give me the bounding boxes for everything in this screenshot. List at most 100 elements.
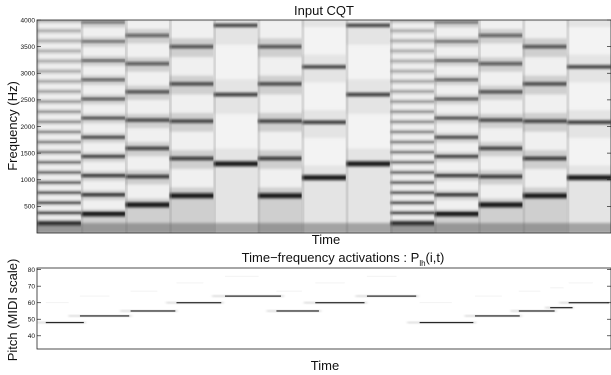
cqt-harmonic-gap bbox=[37, 215, 82, 221]
cqt-onset bbox=[522, 20, 525, 233]
cqt-harmonic-gap bbox=[257, 20, 302, 39]
cqt-onset bbox=[213, 20, 216, 233]
cqt-harmonic-band bbox=[37, 190, 82, 195]
cqt-harmonics bbox=[169, 20, 214, 199]
cqt-harmonic-gap bbox=[213, 44, 258, 80]
cqt-harmonic-gap bbox=[434, 123, 479, 133]
activation-note-core bbox=[419, 321, 474, 324]
cqt-harmonic-band bbox=[522, 193, 567, 199]
cqt-note-10 bbox=[434, 20, 480, 233]
cqt-harmonic-band bbox=[479, 6, 523, 9]
cqt-harmonics bbox=[257, 20, 302, 199]
cqt-harmonic-gap bbox=[37, 114, 82, 120]
cqt-harmonic-band bbox=[257, 45, 302, 49]
activations-y-tick-label: 50 bbox=[28, 317, 36, 324]
cqt-harmonic-band bbox=[478, 146, 523, 150]
cqt-harmonic-band bbox=[434, 97, 479, 101]
cqt-harmonic-gap bbox=[81, 123, 126, 133]
activations-y-tick-label: 70 bbox=[28, 283, 36, 290]
cqt-spectrogram bbox=[37, 2, 611, 233]
cqt-harmonic-band bbox=[169, 193, 214, 199]
cqt-harmonic-band bbox=[390, 170, 435, 174]
activation-note-ghost bbox=[224, 275, 259, 277]
activation-note-core bbox=[79, 315, 130, 317]
cqt-onset bbox=[390, 20, 393, 233]
cqt-harmonic-gap bbox=[522, 20, 567, 39]
cqt-harmonics bbox=[566, 26, 611, 181]
activation-note-core bbox=[224, 295, 281, 297]
activations-y-tick-label: 60 bbox=[28, 300, 36, 307]
cqt-harmonic-gap bbox=[434, 46, 479, 57]
cqt-harmonic-gap bbox=[169, 57, 214, 76]
cqt-harmonic-band bbox=[301, 120, 347, 124]
cqt-note-background bbox=[522, 20, 568, 233]
activation-note-core bbox=[366, 295, 417, 297]
cqt-harmonics bbox=[81, 2, 126, 217]
cqt-onset bbox=[301, 20, 305, 233]
cqt-harmonic-band bbox=[434, 211, 479, 217]
cqt-harmonic-band bbox=[566, 65, 611, 69]
cqt-harmonic-band bbox=[81, 173, 126, 178]
cqt-harmonics bbox=[346, 23, 391, 167]
cqt-harmonic-band bbox=[37, 20, 82, 22]
cqt-harmonic-gap bbox=[390, 84, 435, 90]
cqt-harmonic-band bbox=[478, 118, 523, 122]
cqt-harmonic-gap bbox=[390, 175, 435, 181]
cqt-harmonic-band bbox=[169, 119, 214, 123]
cqt-harmonic-gap bbox=[346, 44, 391, 80]
cqt-harmonic-gap bbox=[37, 144, 82, 150]
cqt-harmonic-gap bbox=[522, 57, 567, 76]
cqt-harmonic-gap bbox=[213, 113, 258, 149]
activations-y-tick-label: 80 bbox=[28, 267, 36, 274]
cqt-harmonic-gap bbox=[390, 23, 435, 29]
cqt-harmonic-band bbox=[81, 116, 126, 120]
cqt-harmonic-band bbox=[522, 119, 567, 123]
activation-note-ghost bbox=[366, 275, 397, 277]
cqt-harmonic-band bbox=[346, 161, 391, 167]
cqt-note-12 bbox=[522, 20, 568, 233]
cqt-y-tick-label: 4000 bbox=[21, 17, 36, 24]
cqt-harmonic-gap bbox=[434, 65, 479, 76]
cqt-harmonic-band bbox=[37, 211, 82, 215]
cqt-note-4 bbox=[169, 20, 215, 233]
cqt-harmonic-band bbox=[37, 70, 82, 72]
cqt-harmonic-gap bbox=[390, 215, 435, 221]
cqt-harmonic-band bbox=[522, 45, 567, 49]
cqt-onset bbox=[257, 20, 260, 233]
cqt-harmonic-band bbox=[257, 82, 302, 86]
cqt-note-background bbox=[301, 20, 347, 233]
cqt-harmonic-band bbox=[434, 59, 479, 62]
cqt-harmonic-band bbox=[125, 34, 170, 37]
cqt-note-3 bbox=[125, 20, 170, 233]
activation-note-core bbox=[276, 310, 319, 312]
cqt-harmonic-gap bbox=[125, 99, 170, 114]
cqt-harmonic-gap bbox=[566, 82, 611, 111]
cqt-harmonic-band bbox=[434, 78, 479, 81]
cqt-note-1 bbox=[37, 20, 82, 233]
cqt-harmonic-gap bbox=[125, 20, 170, 30]
cqt-harmonic-band bbox=[81, 2, 125, 4]
cqt-harmonic-band bbox=[125, 90, 170, 94]
cqt-harmonic-gap bbox=[125, 43, 170, 58]
cqt-harmonic-band bbox=[434, 173, 479, 178]
cqt-harmonic-band bbox=[390, 90, 435, 93]
cqt-y-tick-label: 500 bbox=[24, 204, 35, 211]
cqt-onset bbox=[346, 20, 349, 233]
cqt-y-tick-label: 3000 bbox=[21, 71, 36, 78]
cqt-harmonic-gap bbox=[81, 27, 126, 38]
activation-note-5 bbox=[212, 275, 284, 298]
activation-note-ghost bbox=[568, 282, 593, 284]
cqt-harmonic-gap bbox=[390, 205, 435, 211]
cqt-harmonic-gap bbox=[478, 20, 523, 30]
cqt-harmonic-band bbox=[434, 40, 479, 43]
cqt-harmonic-gap bbox=[81, 65, 126, 76]
cqt-harmonic-band bbox=[434, 20, 479, 24]
activations-title: Time−frequency activations : Plh(i,t) bbox=[242, 250, 445, 268]
cqt-harmonic-band bbox=[390, 130, 435, 134]
cqt-y-tick-label: 2500 bbox=[21, 97, 36, 104]
cqt-harmonic-gap bbox=[390, 144, 435, 150]
cqt-y-label: Frequency (Hz) bbox=[5, 81, 20, 171]
cqt-harmonic-gap bbox=[81, 161, 126, 172]
activation-note-ghost bbox=[518, 290, 541, 292]
cqt-harmonic-gap bbox=[390, 94, 435, 100]
